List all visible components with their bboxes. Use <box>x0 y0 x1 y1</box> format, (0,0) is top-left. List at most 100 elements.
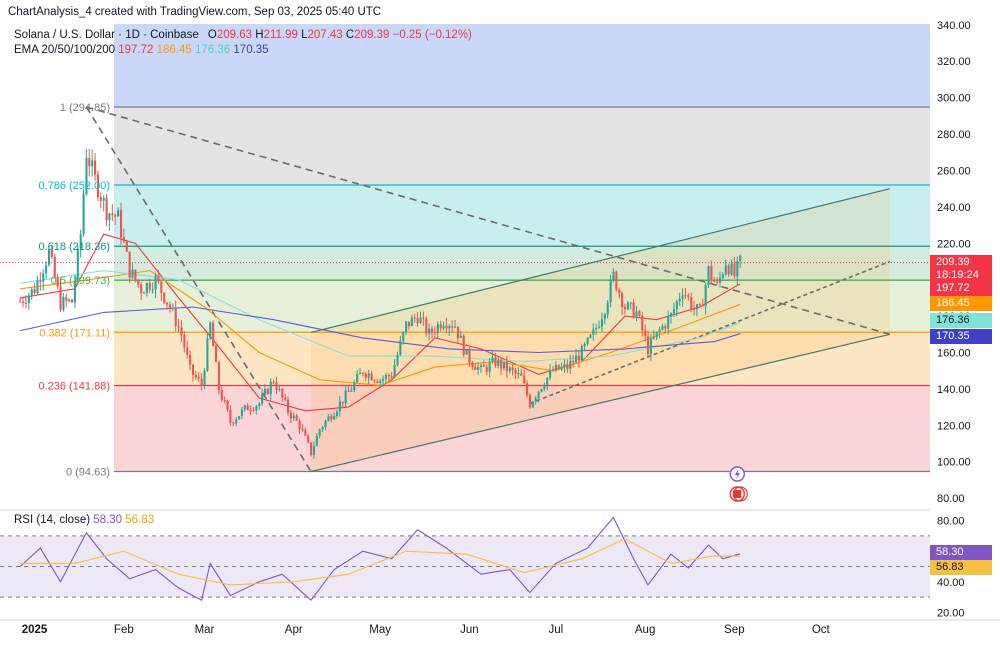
candle <box>321 427 324 430</box>
candle <box>105 198 108 221</box>
y-tick-label: 280.00 <box>937 129 971 141</box>
fib-label: 0.618 (218.36) <box>38 241 110 253</box>
candle <box>30 288 33 296</box>
candle <box>36 280 39 294</box>
candle <box>298 420 301 429</box>
candle <box>347 390 350 392</box>
candle <box>82 194 85 235</box>
y-tick-label: 220.00 <box>937 238 971 250</box>
candle <box>549 370 552 378</box>
ohlc-close-label: C <box>345 29 355 41</box>
candle <box>168 304 172 308</box>
fib-label: 0.5 (199.73) <box>51 275 110 287</box>
candle <box>163 292 166 303</box>
candle <box>456 326 460 339</box>
rsi-legend-ma: 56.83 <box>125 514 155 526</box>
rsi-tick-label: 80.00 <box>937 516 965 528</box>
candle <box>695 304 699 310</box>
candle <box>569 360 572 369</box>
candle <box>212 322 215 347</box>
candle <box>698 304 701 306</box>
ema-legend[interactable]: EMA 20/50/100/200 197.72 186.45 176.36 1… <box>14 44 269 56</box>
candle <box>47 249 51 266</box>
candle <box>546 377 549 387</box>
candle <box>623 306 627 310</box>
candle <box>687 295 690 297</box>
rsi-legend[interactable]: RSI (14, close) 58.30 56.83 <box>14 514 154 526</box>
candle <box>33 288 36 294</box>
candle <box>520 373 523 376</box>
candle <box>494 357 497 366</box>
candle <box>560 366 563 370</box>
candle <box>399 341 402 355</box>
ohlc-open: 209.63 <box>216 29 253 41</box>
y-tick-label: 160.00 <box>937 347 971 359</box>
symbol-title: Solana / U.S. Dollar · 1D · Coinbase <box>14 29 199 41</box>
ema200-tag: 170.35 <box>930 329 992 344</box>
candle <box>376 381 379 383</box>
candle <box>255 406 258 411</box>
ohlc-change: −0.25 (−0.12%) <box>392 29 472 41</box>
candle <box>485 366 488 372</box>
candle <box>85 158 88 195</box>
candle <box>387 375 390 377</box>
candle <box>246 405 249 411</box>
candle <box>73 280 76 303</box>
candle <box>68 299 71 301</box>
candle <box>468 349 471 363</box>
candle <box>606 302 609 315</box>
symbol-legend[interactable]: Solana / U.S. Dollar · 1D · Coinbase O20… <box>14 29 472 41</box>
x-tick-label: May <box>369 624 391 636</box>
candle <box>134 269 137 280</box>
candle <box>670 313 673 317</box>
candle <box>240 409 244 417</box>
y-tick-label: 300.00 <box>937 93 971 105</box>
candle <box>563 364 566 367</box>
candle <box>261 394 264 404</box>
candle <box>727 265 730 275</box>
trend-lines <box>0 106 930 473</box>
candle <box>324 420 327 428</box>
candles <box>19 148 742 459</box>
candle <box>661 326 664 330</box>
candle <box>393 365 396 378</box>
candle <box>263 388 267 395</box>
candle <box>140 284 143 294</box>
fib-label: 0 (94.63) <box>66 467 110 479</box>
candle <box>454 326 457 328</box>
x-tick-label: Apr <box>285 624 303 636</box>
candle <box>88 158 91 167</box>
candle <box>330 416 333 420</box>
candle <box>402 331 405 342</box>
candle <box>42 273 45 282</box>
candle <box>517 373 520 375</box>
candle <box>543 386 546 390</box>
candle <box>514 370 517 374</box>
candle <box>194 375 197 378</box>
candle <box>367 373 370 378</box>
candle <box>459 335 462 339</box>
candle <box>442 325 445 329</box>
candle <box>62 296 65 310</box>
candle <box>79 234 82 249</box>
candle <box>598 326 601 328</box>
candle <box>289 412 292 419</box>
rsi-value-tag: 58.30 <box>930 545 992 560</box>
candle <box>180 327 183 335</box>
candle <box>91 160 94 167</box>
candle <box>364 373 367 378</box>
ema-legend-label: EMA 20/50/100/200 <box>14 44 116 56</box>
fib-label: 0.236 (141.88) <box>38 380 110 392</box>
candle <box>191 364 195 376</box>
candle <box>652 337 655 339</box>
ema200-line <box>20 306 741 354</box>
channel-lower-line <box>310 333 891 473</box>
candle <box>451 326 454 328</box>
candle <box>716 281 719 283</box>
fib-label: 0.786 (252.00) <box>38 180 110 192</box>
candle <box>229 410 232 423</box>
candle <box>474 366 477 370</box>
candle <box>160 281 163 293</box>
candle <box>583 344 586 347</box>
